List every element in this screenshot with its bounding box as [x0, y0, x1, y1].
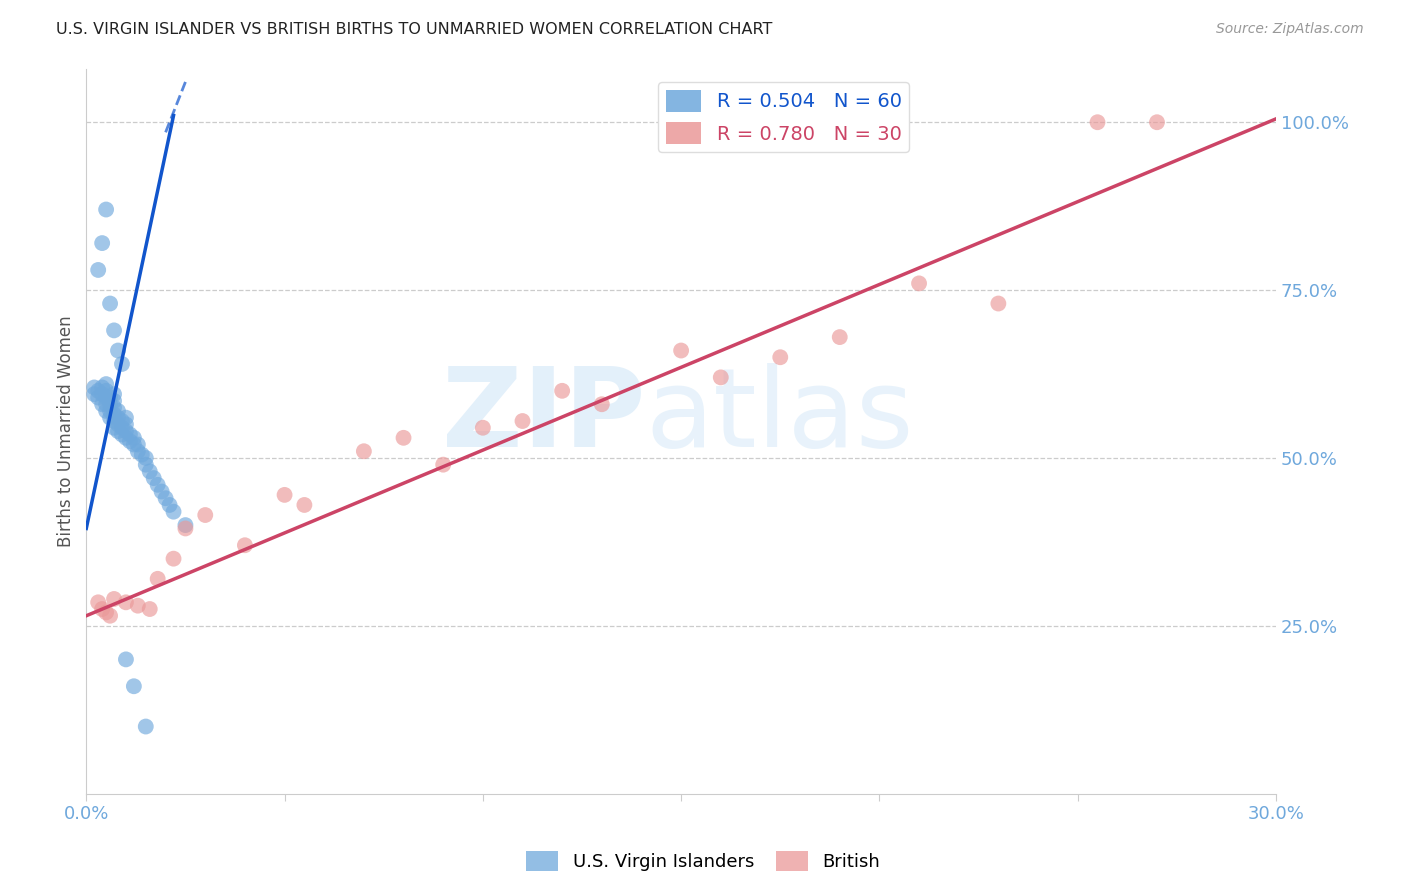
Point: [273, 488, 295, 502]
Point: [174, 518, 197, 533]
Point: [103, 387, 125, 401]
Point: [115, 652, 138, 666]
Point: [91, 602, 114, 616]
Legend: U.S. Virgin Islanders, British: U.S. Virgin Islanders, British: [519, 844, 887, 879]
Legend: R = 0.504   N = 60, R = 0.780   N = 30: R = 0.504 N = 60, R = 0.780 N = 30: [658, 82, 910, 152]
Point: [91, 380, 114, 394]
Point: [135, 458, 157, 472]
Point: [98, 397, 121, 411]
Point: [115, 424, 138, 438]
Point: [122, 431, 145, 445]
Text: U.S. VIRGIN ISLANDER VS BRITISH BIRTHS TO UNMARRIED WOMEN CORRELATION CHART: U.S. VIRGIN ISLANDER VS BRITISH BIRTHS T…: [56, 22, 773, 37]
Point: [111, 427, 134, 442]
Point: [392, 431, 415, 445]
Point: [91, 387, 114, 401]
Text: ZIP: ZIP: [441, 363, 645, 470]
Point: [139, 464, 162, 478]
Point: [91, 397, 114, 411]
Point: [103, 401, 125, 415]
Point: [127, 437, 149, 451]
Point: [139, 602, 162, 616]
Point: [83, 380, 105, 394]
Point: [122, 679, 145, 693]
Point: [103, 591, 125, 606]
Point: [432, 458, 454, 472]
Point: [87, 391, 110, 405]
Y-axis label: Births to Unmarried Women: Births to Unmarried Women: [58, 315, 75, 547]
Point: [353, 444, 375, 458]
Point: [94, 404, 117, 418]
Point: [150, 484, 173, 499]
Point: [83, 387, 105, 401]
Point: [669, 343, 692, 358]
Point: [1146, 115, 1168, 129]
Point: [551, 384, 574, 398]
Point: [135, 450, 157, 465]
Point: [94, 202, 117, 217]
Point: [98, 404, 121, 418]
Point: [98, 608, 121, 623]
Point: [87, 384, 110, 398]
Point: [98, 296, 121, 310]
Point: [111, 414, 134, 428]
Point: [94, 377, 117, 392]
Point: [103, 407, 125, 421]
Point: [91, 236, 114, 251]
Point: [155, 491, 177, 506]
Point: [591, 397, 613, 411]
Point: [194, 508, 217, 522]
Point: [115, 595, 138, 609]
Point: [115, 431, 138, 445]
Point: [103, 323, 125, 337]
Point: [1087, 115, 1109, 129]
Point: [94, 391, 117, 405]
Point: [103, 414, 125, 428]
Point: [103, 393, 125, 408]
Text: Source: ZipAtlas.com: Source: ZipAtlas.com: [1216, 22, 1364, 37]
Point: [146, 572, 169, 586]
Point: [828, 330, 851, 344]
Point: [111, 357, 134, 371]
Point: [115, 417, 138, 432]
Point: [710, 370, 733, 384]
Point: [107, 410, 129, 425]
Point: [162, 551, 184, 566]
Point: [127, 599, 149, 613]
Point: [107, 404, 129, 418]
Point: [292, 498, 315, 512]
Point: [131, 448, 153, 462]
Point: [118, 427, 141, 442]
Point: [122, 437, 145, 451]
Point: [987, 296, 1010, 310]
Point: [769, 350, 792, 364]
Point: [118, 434, 141, 449]
Point: [115, 410, 138, 425]
Point: [471, 421, 494, 435]
Point: [107, 343, 129, 358]
Text: atlas: atlas: [645, 363, 914, 470]
Point: [107, 424, 129, 438]
Point: [94, 606, 117, 620]
Point: [111, 421, 134, 435]
Point: [146, 478, 169, 492]
Point: [142, 471, 165, 485]
Point: [94, 397, 117, 411]
Point: [162, 505, 184, 519]
Point: [87, 263, 110, 277]
Point: [159, 498, 181, 512]
Point: [135, 719, 157, 733]
Point: [174, 521, 197, 535]
Point: [127, 444, 149, 458]
Point: [233, 538, 256, 552]
Point: [103, 421, 125, 435]
Point: [512, 414, 534, 428]
Point: [94, 384, 117, 398]
Point: [87, 595, 110, 609]
Point: [908, 277, 931, 291]
Point: [107, 417, 129, 432]
Point: [98, 391, 121, 405]
Point: [98, 410, 121, 425]
